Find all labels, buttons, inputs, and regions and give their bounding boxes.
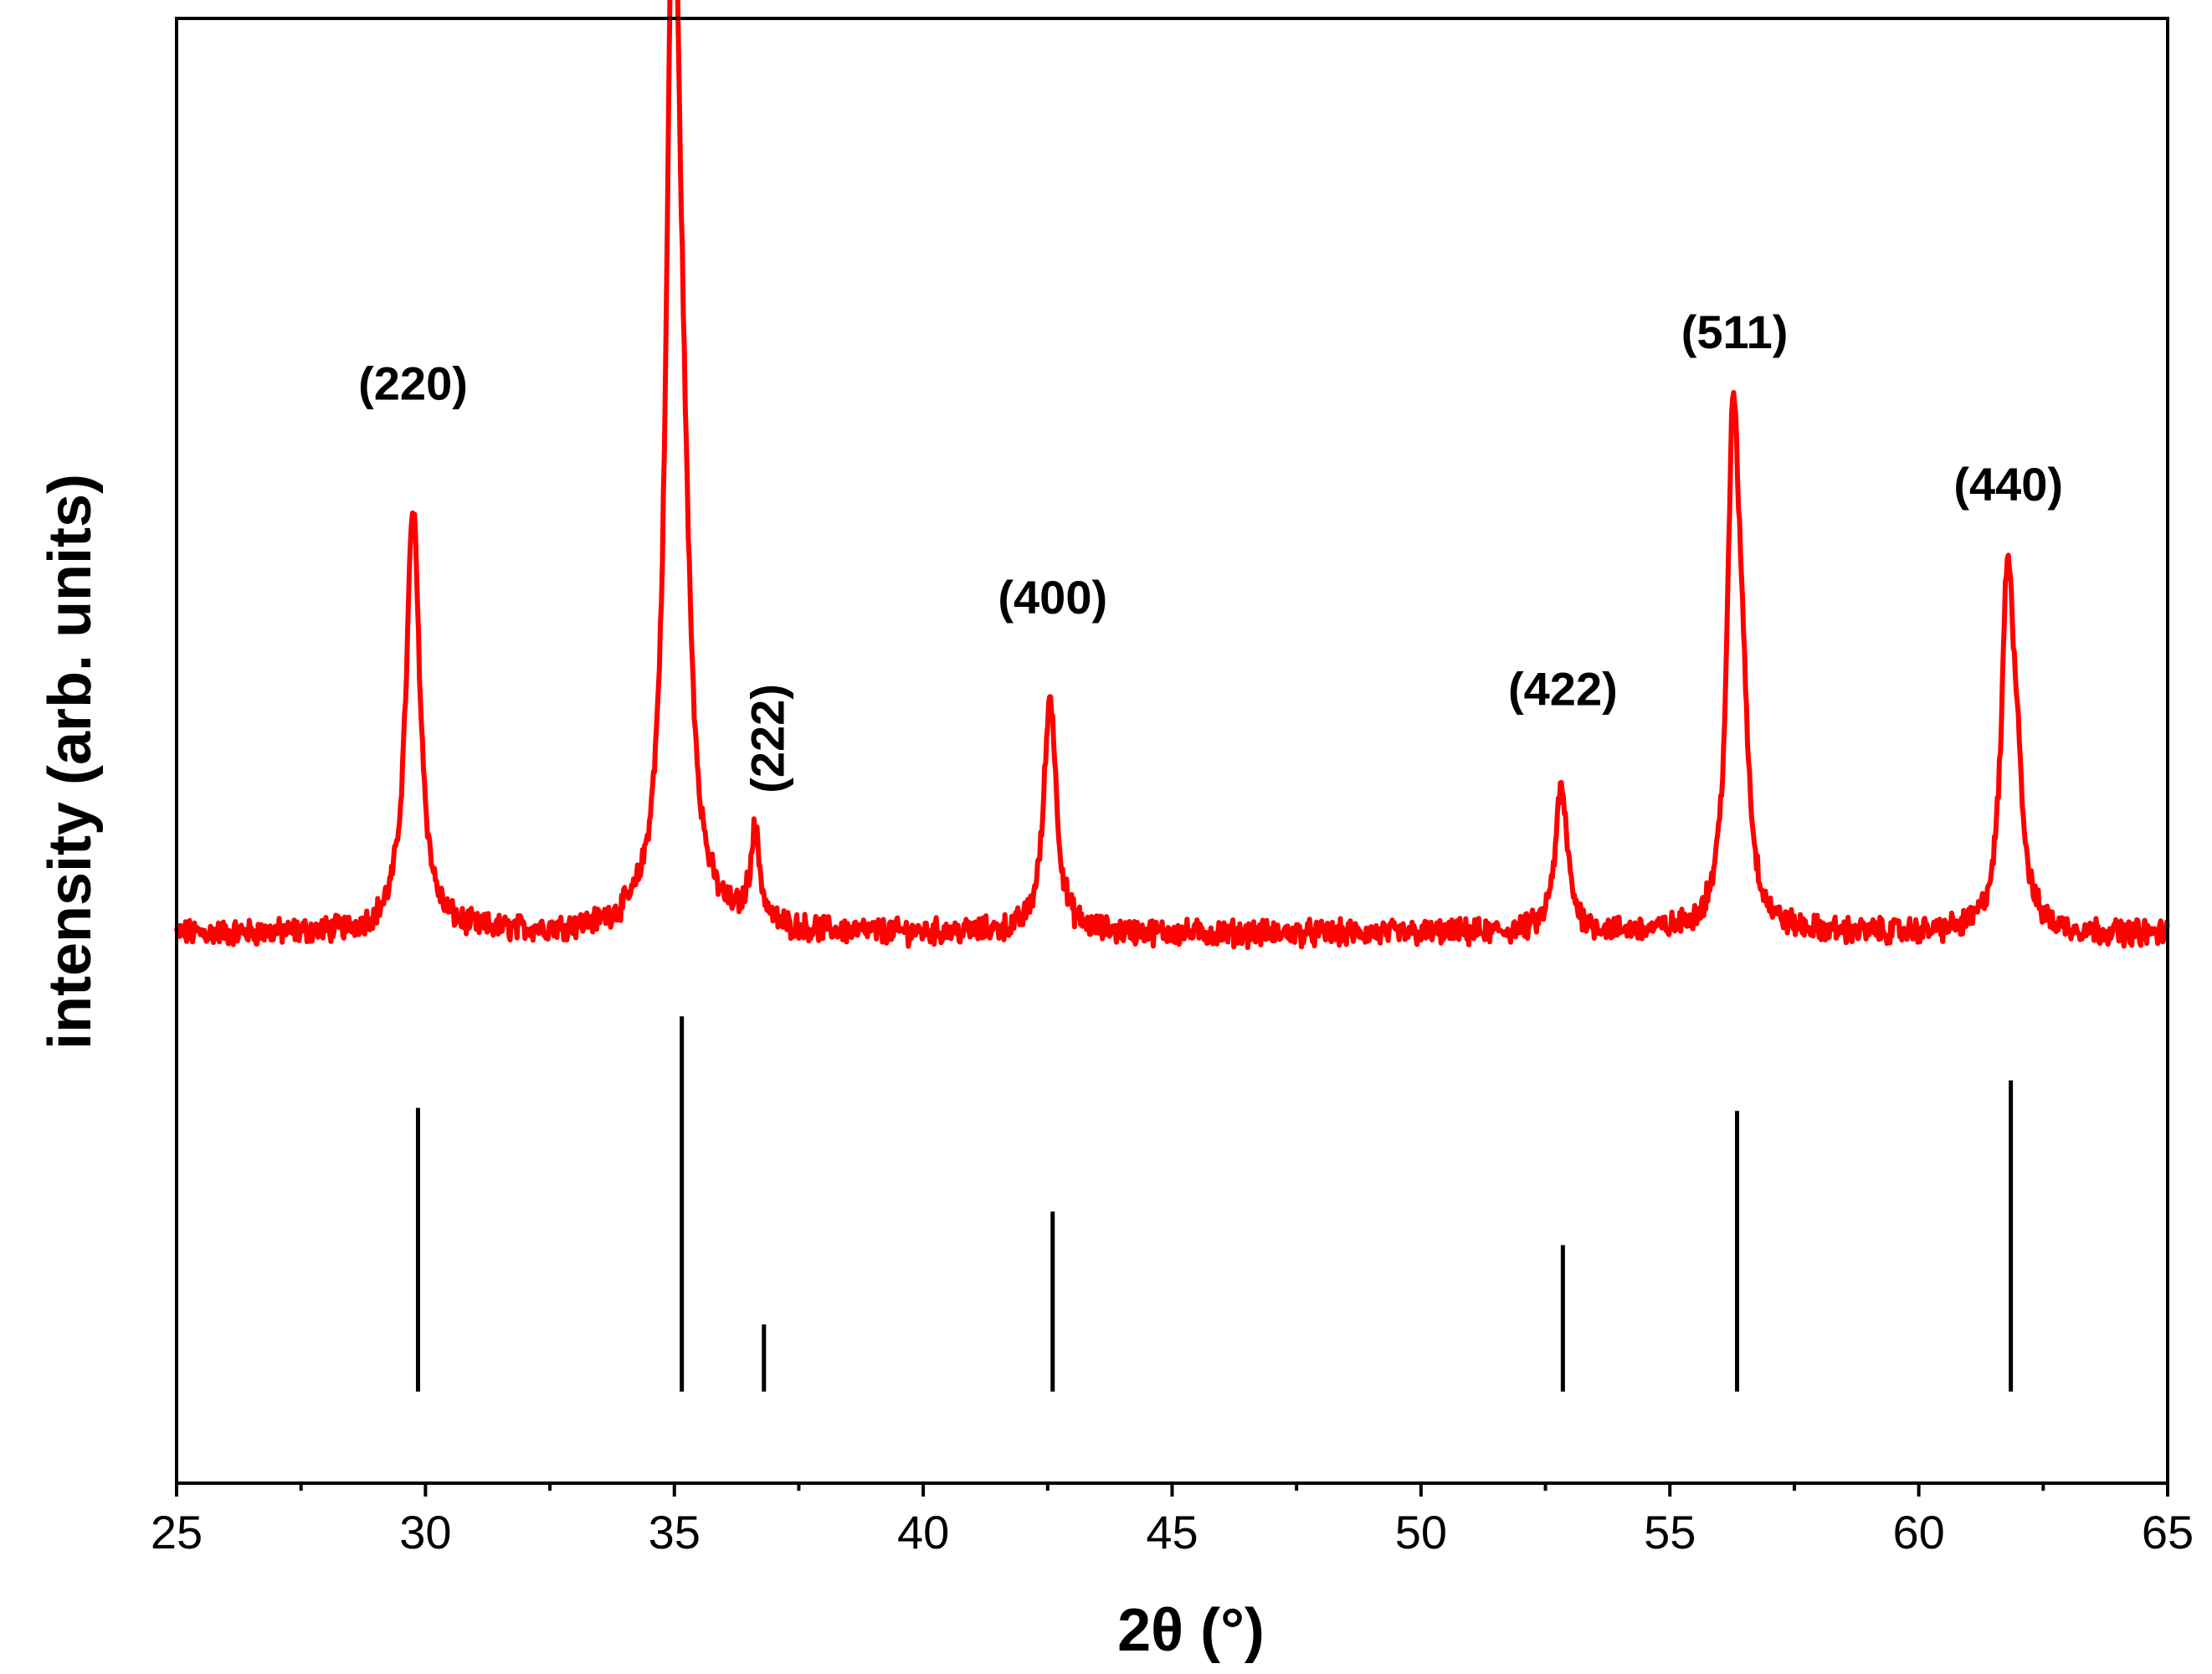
reference-sticks bbox=[415, 1016, 2014, 1392]
x-tick-label: 35 bbox=[649, 1506, 701, 1558]
peak-label: (400) bbox=[998, 571, 1107, 624]
y-axis-label: intensity (arb. units) bbox=[37, 474, 104, 1050]
measured-pattern-line bbox=[174, 0, 2170, 951]
x-axis-ticks: 25 30 35 40 45 50 55 60 65 bbox=[151, 1483, 2194, 1558]
peak-annotations: (220)(311)(222)(400)(422)(511)(440) bbox=[358, 306, 2063, 793]
peak-label: (440) bbox=[1953, 458, 2063, 511]
peak-label: (511) bbox=[1681, 306, 1789, 358]
peak-label: (220) bbox=[358, 357, 468, 410]
x-tick-label: 50 bbox=[1395, 1506, 1447, 1558]
peak-label: (222) bbox=[742, 684, 794, 793]
plot-area bbox=[174, 0, 2170, 951]
plot-frame bbox=[175, 17, 2169, 1485]
x-tick-label: 45 bbox=[1146, 1506, 1198, 1558]
x-tick-label: 65 bbox=[2142, 1506, 2194, 1558]
x-axis-label: 2θ (°) bbox=[1117, 1597, 1265, 1664]
x-tick-label: 40 bbox=[897, 1506, 949, 1558]
peak-label: (422) bbox=[1508, 662, 1618, 715]
x-tick-label: 55 bbox=[1644, 1506, 1696, 1558]
axes-frame bbox=[175, 17, 2169, 1485]
x-tick-label: 30 bbox=[399, 1506, 451, 1558]
x-tick-label: 60 bbox=[1892, 1506, 1944, 1558]
x-tick-label: 25 bbox=[151, 1506, 203, 1558]
